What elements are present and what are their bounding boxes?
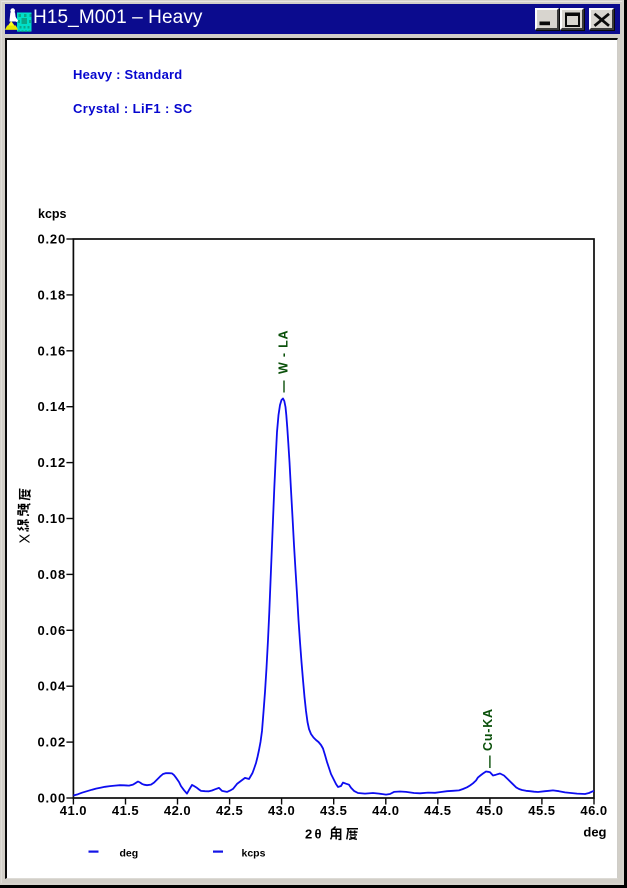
svg-text:θ: θ — [315, 827, 322, 842]
svg-text:42.0: 42.0 — [164, 803, 191, 818]
svg-text:kcps: kcps — [38, 207, 67, 221]
svg-text:0.20: 0.20 — [37, 232, 66, 247]
svg-text:X: X — [18, 534, 34, 544]
svg-text:41.5: 41.5 — [112, 803, 139, 818]
svg-text:41.0: 41.0 — [60, 803, 87, 818]
svg-text:44.0: 44.0 — [372, 803, 399, 818]
svg-text:0.00: 0.00 — [37, 791, 66, 806]
svg-text:0.06: 0.06 — [37, 623, 66, 638]
svg-text:44.5: 44.5 — [424, 803, 451, 818]
svg-text:deg: deg — [583, 825, 606, 840]
svg-text:45.5: 45.5 — [528, 803, 555, 818]
svg-text:0.02: 0.02 — [37, 735, 66, 750]
svg-text:kcps: kcps — [242, 848, 266, 860]
svg-text:46.0: 46.0 — [580, 803, 607, 818]
svg-text:43.0: 43.0 — [268, 803, 295, 818]
svg-text:43.5: 43.5 — [320, 803, 347, 818]
svg-text:0.04: 0.04 — [37, 679, 66, 694]
svg-text:2: 2 — [305, 827, 312, 842]
svg-text:0.10: 0.10 — [37, 511, 66, 526]
svg-text:0.08: 0.08 — [37, 567, 66, 582]
svg-text:0.18: 0.18 — [37, 287, 66, 302]
svg-text:Cu-KA: Cu-KA — [481, 708, 495, 751]
svg-text:0.16: 0.16 — [37, 343, 66, 358]
svg-text:0.12: 0.12 — [37, 455, 66, 470]
svg-text:45.0: 45.0 — [476, 803, 503, 818]
svg-text:W - LA: W - LA — [277, 330, 291, 374]
svg-text:deg: deg — [120, 848, 139, 860]
svg-text:0.14: 0.14 — [37, 399, 66, 414]
svg-text:42.5: 42.5 — [216, 803, 243, 818]
